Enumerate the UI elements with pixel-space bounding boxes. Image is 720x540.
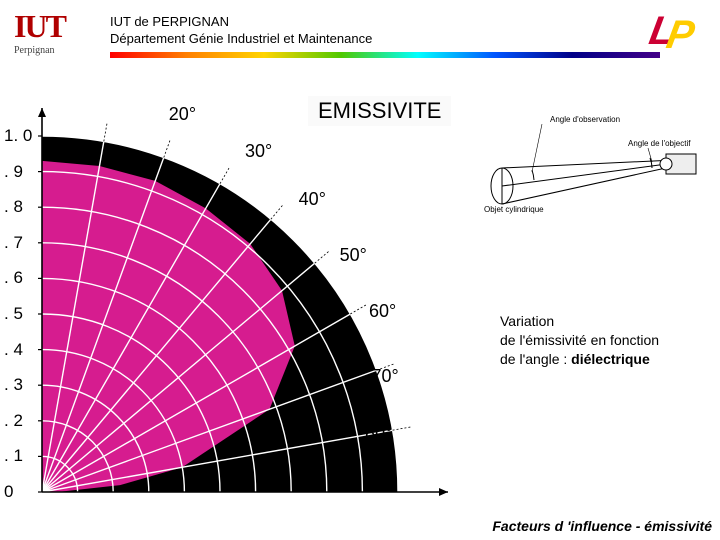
caption-bold: diélectrique xyxy=(571,351,650,367)
institution-line1: IUT de PERPIGNAN xyxy=(110,14,372,31)
iut-logo: IUT Perpignan xyxy=(14,8,65,56)
y-label: . 8 xyxy=(4,197,23,217)
iut-logo-sub: Perpignan xyxy=(14,45,65,56)
y-label: . 5 xyxy=(4,304,23,324)
y-label: 0 xyxy=(4,482,13,502)
obs-label-angle-obj: Angle de l'objectif xyxy=(628,139,691,148)
y-label: . 1 xyxy=(4,446,23,466)
rainbow-bar xyxy=(110,52,660,58)
y-label: . 3 xyxy=(4,375,23,395)
y-label: . 4 xyxy=(4,340,23,360)
polar-chart: 1. 0. 9. 8. 7. 6. 5. 4. 3. 2. 10 20°30°4… xyxy=(0,90,480,500)
y-label: . 6 xyxy=(4,268,23,288)
footer-text: Facteurs d 'influence - émissivité xyxy=(492,518,712,534)
y-label: 1. 0 xyxy=(4,126,32,146)
obs-label-objet: Objet cylindrique xyxy=(484,205,544,214)
y-label: . 2 xyxy=(4,411,23,431)
iut-logo-text: IUT xyxy=(14,8,65,45)
institution-line2: Département Génie Industriel et Maintena… xyxy=(110,31,372,48)
y-label: . 7 xyxy=(4,233,23,253)
caption: Variation de l'émissivité en fonction de… xyxy=(500,312,706,369)
lp-logo: L P xyxy=(646,8,706,61)
caption-line1: Variation xyxy=(500,313,554,329)
caption-line3: de l'angle : xyxy=(500,351,571,367)
observation-diagram: Angle d'observation Angle de l'objectif … xyxy=(480,106,706,216)
y-label: . 9 xyxy=(4,162,23,182)
caption-line2: de l'émissivité en fonction xyxy=(500,332,659,348)
institution-block: IUT de PERPIGNAN Département Génie Indus… xyxy=(110,14,372,48)
obs-label-angle-obs: Angle d'observation xyxy=(550,115,620,124)
